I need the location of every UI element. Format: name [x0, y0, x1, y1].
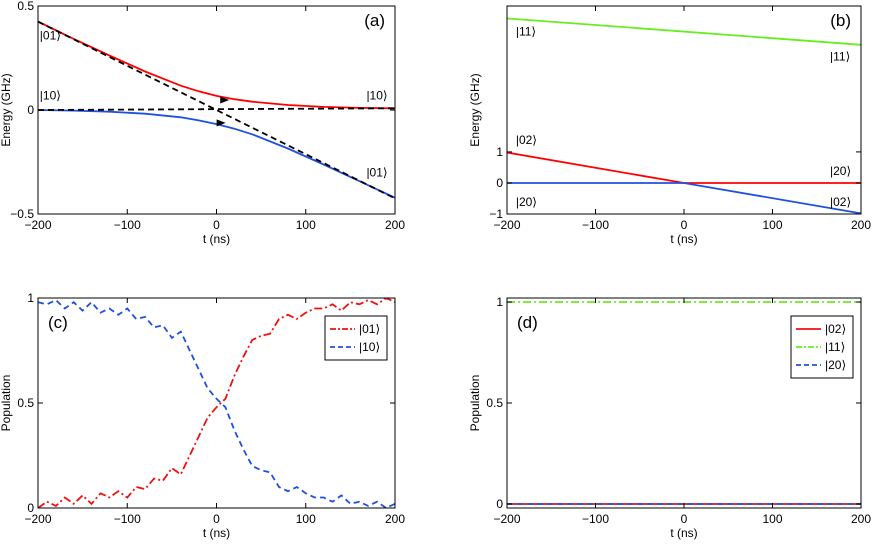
- legend-label: |20⟩: [825, 358, 846, 372]
- series-line-1: [38, 298, 395, 508]
- panel-c: −200 −100 0 100 200 0 0.5 1 t (ns) Population (c) |…: [0, 291, 405, 540]
- legend-label: |11⟩: [825, 340, 845, 354]
- x-tick-label: 0: [213, 512, 220, 526]
- y-tick-label: 0.5: [17, 396, 34, 410]
- y-tick-label: 0.5: [17, 0, 34, 13]
- x-axis-label: t (ns): [203, 526, 230, 540]
- state-label: |02⟩: [830, 195, 851, 209]
- arrow-marker-1: [220, 96, 230, 104]
- x-tick-label: 100: [296, 218, 316, 232]
- series-line-1: [38, 20, 395, 110]
- x-tick-label: 200: [385, 512, 405, 526]
- state-label: |11⟩: [516, 24, 536, 38]
- panel-a: −200 −100 0 100 200 −0.5 0 0.5 t (ns) Energy (GHz…: [0, 0, 405, 246]
- legend: |01⟩ |10⟩: [324, 315, 388, 361]
- y-axis-label: Energy (GHz): [0, 73, 13, 146]
- y-tick-label: 0: [27, 501, 34, 515]
- x-tick-label: 100: [296, 512, 316, 526]
- state-label: |11⟩: [830, 49, 850, 63]
- panel-label: (b): [830, 11, 851, 30]
- legend-box: [324, 315, 388, 361]
- legend-label: |02⟩: [825, 322, 846, 336]
- panel-label: (a): [364, 11, 385, 30]
- panel-b: −200 −100 0 100 200 −1 0 1 t (ns) Energy (GHz) (b)…: [468, 5, 871, 246]
- panel-label: (d): [517, 313, 538, 332]
- x-axis-label: t (ns): [670, 232, 697, 246]
- y-tick-label: 0.5: [486, 396, 503, 410]
- state-label: |01⟩: [40, 28, 61, 42]
- series-group: [507, 17, 861, 214]
- state-label: |20⟩: [830, 164, 851, 178]
- panel-label: (c): [48, 313, 68, 332]
- series-group: [38, 20, 395, 200]
- x-tick-label: 200: [851, 218, 871, 232]
- series-line-2: [38, 299, 395, 508]
- series-group: [38, 298, 395, 508]
- series-line-3: [38, 20, 395, 200]
- state-label: |10⟩: [40, 89, 61, 103]
- y-tick-label: 0: [496, 176, 503, 190]
- y-axis-label: Population: [0, 375, 13, 432]
- x-tick-label: −100: [582, 218, 609, 232]
- y-tick-label: 0: [27, 103, 34, 117]
- x-tick-label: 200: [385, 218, 405, 232]
- series-line-1: [507, 17, 861, 46]
- x-tick-label: 0: [213, 218, 220, 232]
- y-tick-label: 0: [496, 497, 503, 511]
- x-tick-label: 100: [762, 218, 782, 232]
- y-tick-label: 1: [496, 145, 503, 159]
- legend-label: |10⟩: [359, 340, 380, 354]
- panel-d: −200 −100 0 100 200 0 0.5 1 t (ns) Population (d) |…: [468, 295, 871, 540]
- state-label: |01⟩: [366, 166, 387, 180]
- x-axis-label: t (ns): [203, 232, 230, 246]
- x-tick-label: −200: [24, 218, 51, 232]
- y-tick-label: 1: [496, 295, 503, 309]
- x-tick-label: 200: [851, 512, 871, 526]
- state-label: |10⟩: [366, 89, 387, 103]
- series-line-4: [38, 107, 395, 111]
- x-tick-label: −100: [114, 512, 141, 526]
- series-line-3: [507, 182, 861, 214]
- y-axis-label: Energy (GHz): [468, 73, 482, 146]
- state-label: |20⟩: [516, 195, 537, 209]
- legend: |02⟩ |11⟩ |20⟩: [790, 315, 854, 379]
- y-tick-label: −1: [489, 207, 503, 221]
- series-line-2: [38, 109, 395, 199]
- state-label: |02⟩: [516, 133, 537, 147]
- y-axis-label: Population: [468, 375, 482, 432]
- series-line-2: [507, 151, 861, 184]
- y-tick-label: 1: [27, 291, 34, 305]
- arrow-marker-2: [216, 119, 226, 127]
- x-tick-label: −200: [493, 512, 520, 526]
- x-tick-label: −100: [582, 512, 609, 526]
- y-tick-label: −0.5: [10, 207, 34, 221]
- x-axis-label: t (ns): [670, 526, 697, 540]
- x-tick-label: −200: [493, 218, 520, 232]
- x-tick-label: 100: [762, 512, 782, 526]
- x-tick-label: −100: [114, 218, 141, 232]
- x-tick-label: 0: [681, 218, 688, 232]
- x-tick-label: 0: [681, 512, 688, 526]
- x-tick-label: −200: [24, 512, 51, 526]
- legend-label: |01⟩: [359, 322, 380, 336]
